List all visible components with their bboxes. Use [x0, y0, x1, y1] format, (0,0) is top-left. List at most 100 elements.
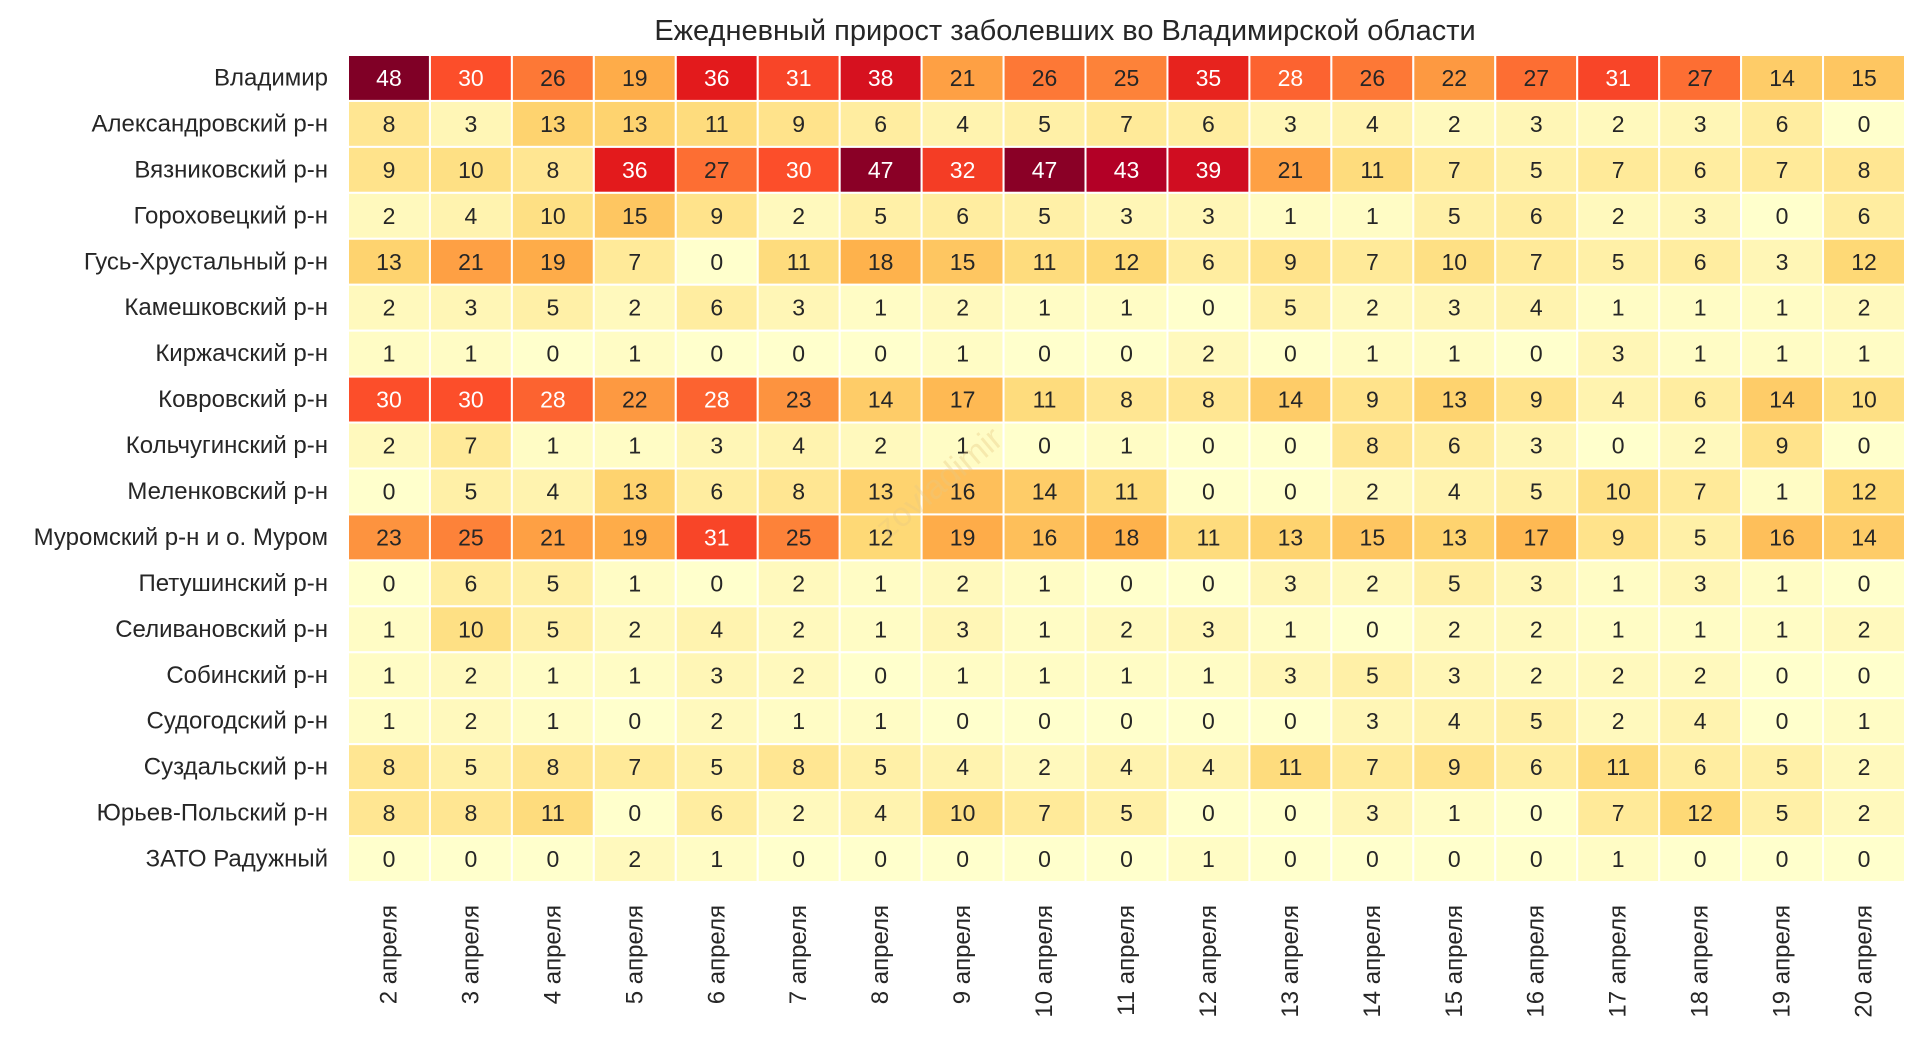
heatmap-cell — [756, 375, 841, 424]
heatmap-cell — [1248, 329, 1333, 378]
cell-value: 5 — [1776, 800, 1789, 826]
heatmap-cell — [1658, 283, 1743, 332]
heatmap-cell — [1084, 697, 1169, 746]
cell-value: 0 — [1858, 662, 1871, 688]
heatmap-cell — [428, 467, 513, 516]
heatmap-cell — [1576, 651, 1661, 700]
heatmap-cell — [1166, 651, 1251, 700]
heatmap-cell — [1822, 329, 1906, 378]
cell-value: 3 — [465, 295, 478, 321]
cell-value: 1 — [1776, 570, 1789, 596]
column-label: 7 апреля — [785, 905, 812, 1004]
cell-value: 5 — [546, 616, 559, 642]
heatmap-cell — [1166, 789, 1251, 838]
cell-value: 1 — [956, 433, 969, 459]
heatmap-cell — [1248, 835, 1333, 883]
cell-value: 3 — [710, 433, 723, 459]
heatmap-cell — [1822, 743, 1906, 792]
cell-value: 8 — [383, 800, 396, 826]
heatmap-cell — [1166, 237, 1251, 286]
cell-value: 0 — [1858, 111, 1871, 137]
cell-value: 4 — [710, 616, 723, 642]
cell-value: 9 — [1284, 249, 1297, 275]
heatmap-cell — [1822, 605, 1906, 654]
heatmap-cell — [1658, 54, 1743, 102]
heatmap-cell — [1658, 743, 1743, 792]
cell-value: 5 — [465, 478, 478, 504]
heatmap-cell — [1002, 743, 1087, 792]
heatmap-cell — [1084, 467, 1169, 516]
heatmap-cell — [347, 697, 431, 746]
cell-value: 0 — [1038, 433, 1051, 459]
heatmap-cell — [510, 559, 595, 608]
heatmap-cell — [838, 329, 923, 378]
cell-value: 0 — [628, 800, 641, 826]
heatmap-cell — [1002, 789, 1087, 838]
cell-value: 23 — [376, 524, 402, 550]
heatmap-cell — [592, 191, 677, 240]
cell-value: 0 — [1284, 846, 1297, 872]
cell-value: 5 — [874, 754, 887, 780]
cell-value: 4 — [874, 800, 887, 826]
cell-value: 18 — [868, 249, 894, 275]
heatmap-cell — [920, 145, 1005, 194]
cell-value: 0 — [1776, 662, 1789, 688]
cell-value: 4 — [1612, 387, 1625, 413]
row-label: Киржачский р-н — [155, 340, 328, 367]
cell-value: 9 — [1448, 754, 1461, 780]
cell-value: 4 — [546, 478, 559, 504]
cell-value: 9 — [710, 203, 723, 229]
row-label: Собинский р-н — [166, 662, 328, 689]
heatmap-cell — [838, 467, 923, 516]
cell-value: 13 — [1441, 387, 1467, 413]
cell-value: 47 — [868, 157, 894, 183]
cell-value: 3 — [1776, 249, 1789, 275]
cell-value: 7 — [1612, 800, 1625, 826]
heatmap-cell — [920, 421, 1005, 470]
cell-value: 3 — [1202, 203, 1215, 229]
cell-value: 2 — [792, 662, 805, 688]
cell-value: 26 — [1032, 65, 1058, 91]
heatmap-cell — [428, 651, 513, 700]
cell-value: 28 — [1278, 65, 1304, 91]
cell-value: 10 — [540, 203, 566, 229]
heatmap-cell — [1084, 421, 1169, 470]
heatmap-cell — [1002, 513, 1087, 562]
heatmap-cell — [756, 329, 841, 378]
cell-value: 1 — [874, 570, 887, 596]
column-label: 4 апреля — [539, 905, 566, 1004]
cell-value: 2 — [1612, 662, 1625, 688]
heatmap-cell — [1576, 54, 1661, 102]
cell-value: 14 — [1278, 387, 1304, 413]
cell-value: 2 — [1530, 662, 1543, 688]
cell-value: 2 — [628, 295, 641, 321]
cell-value: 1 — [1694, 295, 1707, 321]
cell-value: 7 — [1694, 478, 1707, 504]
cell-value: 2 — [383, 295, 396, 321]
cell-value: 22 — [622, 387, 648, 413]
cell-value: 12 — [1851, 249, 1877, 275]
cell-value: 2 — [1366, 478, 1379, 504]
heatmap-cell — [1084, 605, 1169, 654]
cell-value: 7 — [628, 249, 641, 275]
heatmap-cell — [510, 421, 595, 470]
heatmap-cell — [347, 605, 431, 654]
heatmap-cell — [1822, 697, 1906, 746]
cell-value: 0 — [1284, 433, 1297, 459]
cell-value: 6 — [710, 478, 723, 504]
heatmap-cell — [1740, 605, 1825, 654]
heatmap-cell — [838, 513, 923, 562]
cell-value: 8 — [546, 157, 559, 183]
cell-value: 17 — [950, 387, 976, 413]
cell-value: 48 — [376, 65, 402, 91]
heatmap-cell — [674, 835, 759, 883]
cell-value: 1 — [546, 433, 559, 459]
heatmap-cell — [347, 54, 431, 102]
heatmap-cell — [1822, 559, 1906, 608]
column-label: 16 апреля — [1523, 905, 1550, 1018]
heatmap-cell — [592, 513, 677, 562]
heatmap-cell — [1084, 99, 1169, 148]
cell-value: 0 — [1284, 341, 1297, 367]
cell-value: 7 — [1366, 754, 1379, 780]
